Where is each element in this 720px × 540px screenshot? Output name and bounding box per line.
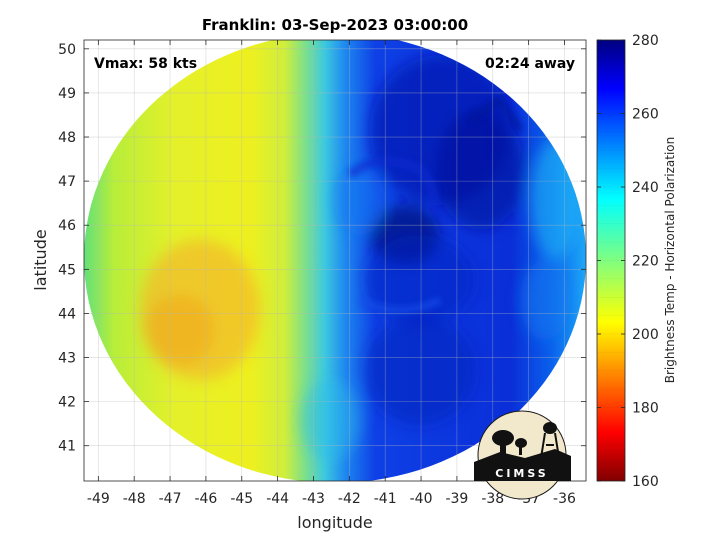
x-tick-label: -38	[481, 491, 504, 507]
x-tick-label: -46	[194, 491, 217, 507]
colorbar-tick-label: 260	[632, 107, 659, 123]
swath-field	[84, 40, 586, 481]
x-tick-label: -40	[410, 491, 433, 507]
y-tick-label: 41	[58, 439, 76, 455]
y-tick-label: 48	[58, 130, 76, 146]
colorbar-tick-label: 200	[632, 327, 659, 343]
x-tick-label: -47	[159, 491, 182, 507]
y-tick-label: 44	[58, 306, 76, 322]
colorbar-gradient	[597, 40, 625, 481]
y-tick-label: 50	[58, 42, 76, 58]
y-tick-label: 43	[58, 351, 76, 367]
colorbar-tick-label: 220	[632, 254, 659, 270]
y-axis: 41 42 43 44 45 46 47 48 49 50	[58, 42, 586, 455]
x-tick-label: -39	[445, 491, 468, 507]
y-tick-label: 49	[58, 86, 76, 102]
y-tick-label: 47	[58, 174, 76, 190]
grid	[84, 40, 586, 481]
time-away-annotation: 02:24 away	[485, 56, 575, 72]
x-tick-label: -42	[338, 491, 361, 507]
colorbar-tick-label: 280	[632, 33, 659, 49]
colorbar-label: Brightness Temp - Horizontal Polarizatio…	[663, 137, 677, 384]
colorbar-ticks: 160 180 200 220 240 260 280	[597, 33, 659, 490]
x-tick-label: -45	[230, 491, 253, 507]
colorbar-tick-label: 160	[632, 474, 659, 490]
cold-band-lower	[365, 315, 475, 425]
chart-title: Franklin: 03-Sep-2023 03:00:00	[202, 16, 468, 34]
x-axis-label: longitude	[297, 513, 372, 532]
colorbar-tick-label: 180	[632, 401, 659, 417]
y-tick-label: 46	[58, 218, 76, 234]
colorbar-tick-label: 240	[632, 180, 659, 196]
x-tick-label: -44	[266, 491, 289, 507]
x-tick-label: -36	[553, 491, 576, 507]
x-tick-label: -43	[302, 491, 325, 507]
vmax-annotation: Vmax: 58 kts	[94, 56, 197, 72]
cimss-logo: CIMSS	[474, 410, 571, 500]
axes-frame	[83, 39, 587, 482]
y-axis-label: latitude	[31, 229, 50, 290]
colorbar: 160 180 200 220 240 260 280 Brightness Temp - …	[596, 33, 677, 490]
x-tick-label: -41	[374, 491, 397, 507]
x-tick-label: -48	[123, 491, 146, 507]
y-tick-label: 45	[58, 262, 76, 278]
colorbar-bands	[597, 58, 625, 463]
y-tick-label: 42	[58, 395, 76, 411]
cimss-logo-text: CIMSS	[495, 467, 548, 480]
x-axis: -49-48-47-46-45-44-43-42-41-40-39-38-37-…	[87, 40, 576, 507]
x-tick-label: -49	[87, 491, 110, 507]
